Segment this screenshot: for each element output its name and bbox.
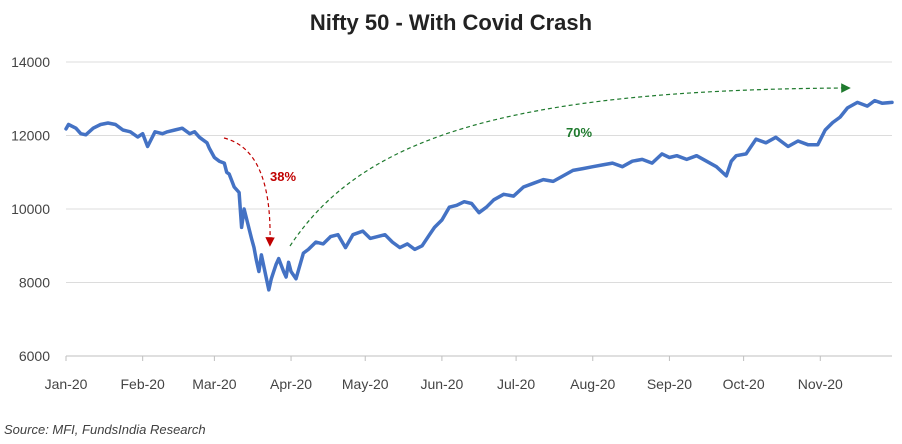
x-tick-label: Jun-20 [420,376,463,392]
y-tick-label: 10000 [11,201,50,217]
x-tick-label: Aug-20 [570,376,615,392]
y-grid [66,61,892,283]
x-tick-label: Apr-20 [270,376,312,392]
chart-title: Nifty 50 - With Covid Crash [310,10,592,35]
y-tick-label: 8000 [19,275,50,291]
x-tick-label: Feb-20 [120,376,165,392]
source-note: Source: MFI, FundsIndia Research [4,422,206,437]
y-axis-ticks: 6000 8000 10000 12000 14000 [11,54,50,364]
recovery-percent-label: 70% [566,125,592,140]
x-tick-label: Jan-20 [45,376,88,392]
x-tick-label: Nov-20 [798,376,843,392]
x-tick-label: Sep-20 [647,376,692,392]
crash-percent-label: 38% [270,169,296,184]
y-tick-label: 6000 [19,348,50,364]
recovery-arrow [289,83,851,247]
x-axis-ticks: Jan-20 Feb-20 Mar-20 Apr-20 May-20 Jun-20 Jul-… [45,356,843,392]
x-tick-label: May-20 [342,376,389,392]
y-tick-label: 12000 [11,128,50,144]
x-tick-label: Oct-20 [723,376,765,392]
x-tick-label: Jul-20 [497,376,535,392]
crash-arrow [223,137,275,247]
x-tick-label: Mar-20 [192,376,237,392]
y-tick-label: 14000 [11,54,50,70]
nifty-50-line [64,98,894,292]
